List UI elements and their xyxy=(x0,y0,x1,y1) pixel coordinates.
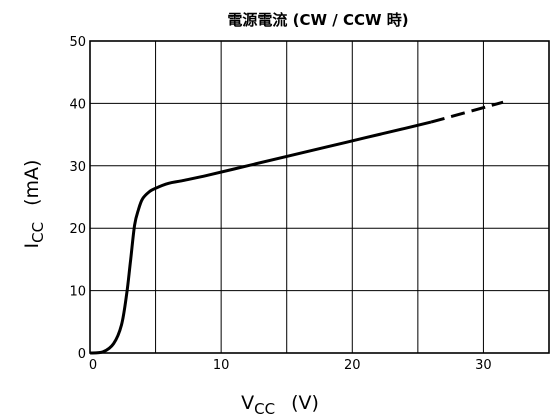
x-tick-label: 20 xyxy=(344,358,361,373)
chart-title: 電源電流 (CW / CCW 時) xyxy=(227,11,408,29)
series-layer xyxy=(89,100,504,355)
x-tick-label: 0 xyxy=(89,358,97,373)
x-axis-label-unit: (V) xyxy=(291,392,319,414)
series-line-dashed xyxy=(430,100,504,124)
grid xyxy=(90,41,549,353)
y-tick-label: 20 xyxy=(69,222,86,237)
x-tick-labels: 0 10 20 30 xyxy=(89,358,492,373)
y-tick-label: 0 xyxy=(78,347,86,362)
y-axis-label-unit: (mA) xyxy=(21,160,43,206)
y-axis-label-main: I xyxy=(21,243,43,249)
y-tick-label: 40 xyxy=(69,97,86,112)
x-axis-label-main: V xyxy=(241,392,254,414)
x-axis-label-sub: CC xyxy=(254,400,275,418)
x-axis-label: VCC (V) xyxy=(241,392,319,418)
x-tick-label: 10 xyxy=(213,358,230,373)
y-axis-label: ICC (mA) xyxy=(21,160,47,249)
y-axis-label-sub: CC xyxy=(29,222,47,243)
series-line xyxy=(89,120,432,355)
y-tick-labels: 0 10 20 30 40 50 xyxy=(69,35,86,362)
x-tick-label: 30 xyxy=(475,358,492,373)
y-tick-label: 50 xyxy=(69,35,86,50)
y-tick-label: 10 xyxy=(69,285,86,300)
y-tick-label: 30 xyxy=(69,160,86,175)
plot-frame xyxy=(89,40,550,354)
